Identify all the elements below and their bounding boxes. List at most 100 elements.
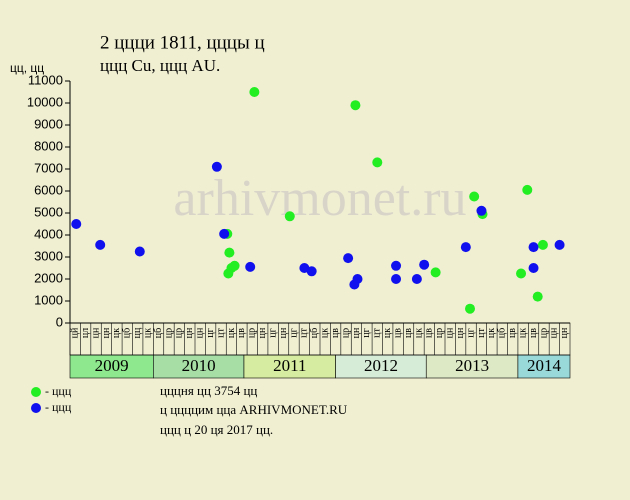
month-label: цг: [267, 328, 278, 337]
month-label: цл: [80, 328, 91, 338]
month-label: цт: [372, 328, 383, 338]
point: [284, 211, 295, 222]
point: [350, 100, 361, 111]
point: [554, 239, 565, 250]
month-label: цк: [413, 328, 424, 338]
note: цццня цц 3754 цц: [160, 383, 257, 398]
chart-subtitle: ццц Cu, ццц AU.: [100, 56, 220, 75]
watermark: arhivmonet.ru: [173, 170, 466, 227]
y-tick-label: 4000: [34, 226, 63, 241]
month-label: цн: [549, 327, 560, 338]
point: [306, 266, 317, 277]
month-label: цр: [340, 328, 351, 338]
month-label: цн: [90, 327, 101, 338]
month-label: цв: [507, 328, 518, 338]
year-label: 2013: [455, 356, 489, 375]
point: [343, 253, 354, 264]
point: [352, 274, 363, 284]
month-label: цг: [361, 328, 372, 337]
point: [211, 161, 222, 172]
month-label: цк: [486, 328, 497, 338]
point: [430, 267, 441, 278]
month-label: цт: [215, 328, 226, 338]
month-label: цт: [476, 328, 487, 338]
month-label: цб: [309, 328, 320, 338]
point: [229, 260, 240, 271]
y-tick-label: 2000: [34, 270, 63, 285]
y-tick-label: 8000: [34, 138, 63, 153]
year-label: 2010: [182, 356, 216, 375]
point: [71, 219, 82, 229]
point: [391, 260, 402, 271]
point: [419, 259, 430, 270]
month-label: цн: [101, 327, 112, 338]
legend-label: - ццц: [45, 384, 72, 398]
month-label: цк: [111, 328, 122, 338]
point: [469, 191, 480, 202]
year-label: 2012: [364, 356, 398, 375]
month-label: цр: [163, 328, 174, 338]
y-tick-label: 9000: [34, 116, 63, 131]
note: ццц ц 20 ця 2017 цц.: [160, 422, 273, 437]
legend-marker: [31, 403, 41, 413]
month-label: цг: [205, 328, 216, 337]
point: [411, 274, 422, 284]
month-label: цк: [382, 328, 393, 338]
legend-marker: [31, 387, 41, 397]
month-label: цб: [122, 328, 133, 338]
y-tick-label: 6000: [34, 182, 63, 197]
month-label: цн: [195, 327, 206, 338]
note: ц ццццим цца ARHIVMONET.RU: [160, 402, 348, 417]
y-tick-label: 10000: [27, 94, 63, 109]
month-label: цц: [132, 327, 143, 338]
point: [134, 246, 145, 257]
month-label: цт: [299, 328, 310, 338]
month-label: цв: [424, 328, 435, 338]
point: [532, 291, 543, 302]
point: [224, 247, 235, 258]
point: [522, 184, 533, 195]
month-label: цг: [288, 328, 299, 337]
month-label: цб: [497, 328, 508, 338]
month-label: цв: [330, 328, 341, 338]
month-label: цб: [153, 328, 164, 338]
point: [460, 242, 471, 253]
point: [249, 87, 260, 97]
month-label: цн: [257, 327, 268, 338]
y-tick-label: 7000: [34, 160, 63, 175]
point: [476, 205, 487, 216]
chart-title: 2 ццци 1811, цццы ц: [100, 32, 265, 53]
month-label: цн: [351, 327, 362, 338]
month-label: цр: [538, 328, 549, 338]
month-label: цк: [320, 328, 331, 338]
point: [219, 228, 230, 239]
point: [528, 242, 539, 253]
month-label: цв: [528, 328, 539, 338]
month-label: цв: [236, 328, 247, 338]
point: [516, 268, 527, 279]
point: [95, 239, 106, 250]
month-label: цй: [70, 327, 81, 338]
year-label: 2009: [95, 356, 129, 375]
y-tick-label: 5000: [34, 204, 63, 219]
month-label: цн: [559, 327, 570, 338]
y-axis-label: цц, цц: [10, 61, 44, 75]
y-tick-label: 1000: [34, 292, 63, 307]
month-label: цр: [434, 328, 445, 338]
month-label: цк: [517, 328, 528, 338]
month-label: цв: [392, 328, 403, 338]
month-label: цк: [226, 328, 237, 338]
point: [391, 274, 402, 284]
year-label: 2014: [527, 356, 562, 375]
point: [528, 263, 539, 273]
point: [465, 303, 475, 314]
month-label: цг: [465, 328, 476, 337]
month-label: цн: [455, 327, 466, 338]
year-label: 2011: [273, 356, 306, 375]
legend-label: - ццц: [45, 400, 72, 414]
month-label: цн: [445, 327, 456, 338]
point: [245, 261, 256, 272]
y-tick-label: 0: [56, 314, 63, 329]
month-label: цк: [142, 328, 153, 338]
point: [372, 157, 383, 168]
